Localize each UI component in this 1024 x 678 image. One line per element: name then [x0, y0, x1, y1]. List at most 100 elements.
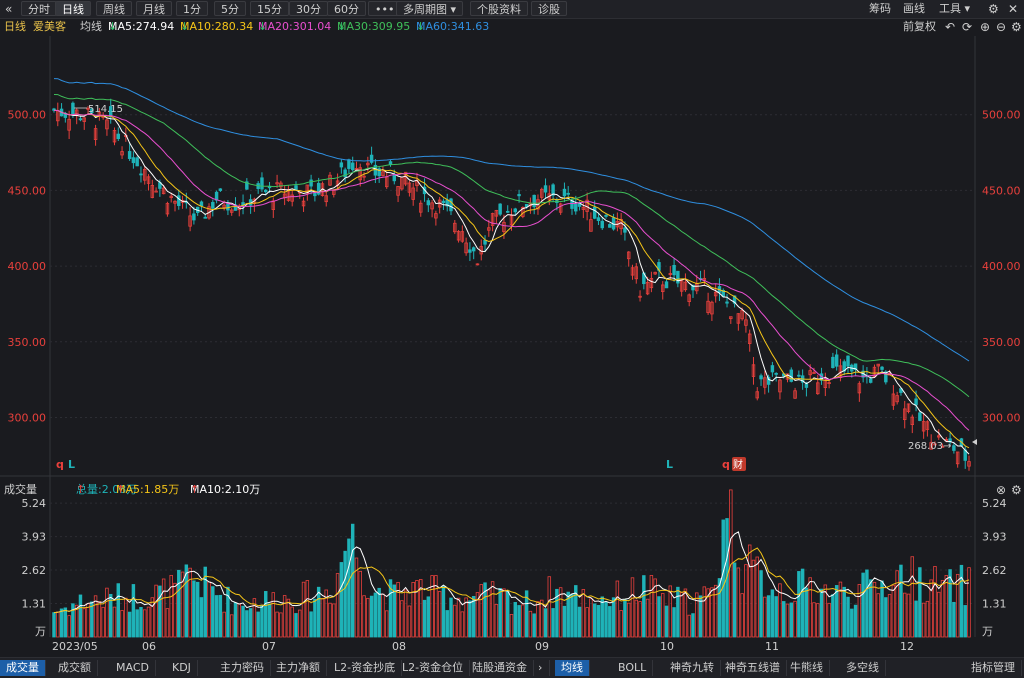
volume-bar	[736, 567, 741, 638]
indicator-tab-7[interactable]: L2-资金仓位	[396, 660, 471, 676]
zoom-out-icon[interactable]: ⊖	[996, 20, 1007, 34]
volume-bar	[369, 595, 374, 638]
candle-body	[910, 416, 915, 425]
volume-bar	[589, 598, 593, 638]
indicator-tab-13[interactable]: 牛熊线	[784, 660, 830, 676]
volume-bar	[437, 591, 442, 638]
draw-button[interactable]: 画线	[903, 2, 925, 15]
volume-bar	[475, 592, 480, 638]
undo-icon[interactable]: ↶	[945, 20, 956, 34]
chips-button[interactable]: 筹码	[869, 2, 891, 15]
candle-body	[260, 177, 264, 190]
tab-12[interactable]: 诊股	[531, 1, 567, 16]
tab-8[interactable]: 60分	[327, 1, 366, 16]
tab-11[interactable]: 个股资料	[470, 1, 528, 16]
volume-bar	[626, 602, 631, 638]
high-annotation: 514.15	[88, 104, 123, 115]
tab-5[interactable]: 5分	[214, 1, 246, 16]
candle-body	[755, 391, 759, 399]
volume-bar	[468, 600, 472, 638]
indicator-tab-10[interactable]: BOLL	[612, 660, 654, 676]
period-label: 日线	[4, 20, 26, 33]
indicator-tab-6[interactable]: L2-资金抄底	[328, 660, 403, 676]
close-pane-icon[interactable]: ⊗	[996, 483, 1007, 497]
volume-bar	[161, 578, 166, 638]
gear-icon[interactable]: ⚙	[988, 2, 999, 16]
volume-bar	[782, 601, 786, 638]
volume-bar	[521, 604, 525, 638]
back-icon[interactable]: «	[5, 2, 13, 16]
candle-body	[853, 363, 858, 370]
kline-chart[interactable]: 500.00 500.00 450.00 450.00 400.00 400.00 350.…	[0, 0, 1024, 657]
candle-body	[169, 195, 173, 199]
volume-bar	[214, 595, 219, 638]
candle-body	[279, 182, 283, 188]
candle-body	[135, 157, 139, 167]
tab-4[interactable]: 1分	[176, 1, 208, 16]
close-icon[interactable]: ✕	[1008, 2, 1019, 16]
volume-bar	[509, 614, 514, 638]
candle-body	[487, 227, 491, 231]
volume-bar	[785, 603, 790, 638]
tab-9[interactable]: •••	[368, 1, 402, 16]
indicator-tab-2[interactable]: MACD	[110, 660, 156, 676]
settings-icon[interactable]: ⚙	[1011, 483, 1022, 497]
candle-body	[710, 301, 714, 315]
candle-body	[679, 280, 684, 292]
candle-body	[672, 264, 676, 276]
volume-bar	[350, 523, 355, 638]
indicator-tab-8[interactable]: 陆股通资金	[466, 660, 534, 676]
date-tick: 11	[765, 640, 779, 653]
volume-bar	[245, 610, 249, 638]
candle-body	[475, 263, 480, 266]
volume-tick-right: 1.31	[982, 598, 1007, 611]
candle-body	[116, 133, 121, 139]
indicator-tab-9[interactable]: 均线	[555, 660, 590, 676]
volume-bar	[528, 610, 533, 638]
volume-unit-right: 万	[982, 625, 993, 638]
adjust-label[interactable]: 前复权	[903, 20, 936, 33]
volume-bar	[97, 601, 102, 638]
volume-bar	[343, 550, 347, 638]
candle-body	[218, 188, 223, 191]
volume-bar	[324, 589, 328, 638]
indicator-tab-4[interactable]: 主力密码	[214, 660, 271, 676]
tab-3[interactable]: 月线	[136, 1, 172, 16]
volume-ma10-text: MA10:2.10万	[190, 483, 261, 496]
candle-body	[468, 249, 472, 253]
event-marker-0: q	[56, 458, 64, 471]
tab-7[interactable]: 30分	[289, 1, 328, 16]
indicator-tab-15[interactable]: 指标管理	[965, 660, 1022, 676]
candle-body	[664, 281, 669, 289]
tabs-scroll-icon[interactable]: ›	[532, 660, 550, 676]
indicator-tab-0[interactable]: 成交量	[0, 660, 46, 676]
ma-label[interactable]: 均线	[80, 20, 102, 33]
indicator-tab-3[interactable]: KDJ	[166, 660, 198, 676]
tab-1[interactable]: 日线	[55, 1, 91, 16]
event-marker-3: q	[722, 458, 730, 471]
candle-body	[471, 247, 476, 252]
tab-6[interactable]: 15分	[250, 1, 289, 16]
candle-body	[884, 371, 888, 383]
volume-bar	[755, 556, 759, 638]
volume-bar	[937, 591, 941, 638]
candle-body	[505, 210, 510, 213]
settings-icon[interactable]: ⚙	[1011, 20, 1022, 34]
tab-10[interactable]: 多周期图 ▾	[396, 1, 464, 16]
volume-info-row: 成交量 总量:2.08万 ↑ MA5:1.85万 ↑ MA10:2.10万 ↑ ⊗ ⚙	[4, 483, 1022, 497]
volume-bar	[396, 581, 400, 638]
indicator-tab-11[interactable]: 神奇九转	[664, 660, 721, 676]
indicator-tab-14[interactable]: 多空线	[840, 660, 886, 676]
candle-body	[396, 185, 400, 196]
indicator-tab-5[interactable]: 主力净额	[270, 660, 327, 676]
candle-body	[955, 451, 960, 465]
candle-body	[430, 202, 434, 210]
tools-button[interactable]: 工具 ▾	[939, 1, 970, 16]
tab-2[interactable]: 周线	[96, 1, 132, 16]
volume-bar	[838, 581, 843, 638]
indicator-tab-1[interactable]: 成交额	[52, 660, 98, 676]
candle-body	[747, 333, 752, 344]
zoom-in-icon[interactable]: ⊕	[980, 20, 991, 34]
refresh-icon[interactable]: ⟳	[962, 20, 973, 34]
indicator-tab-12[interactable]: 神奇五线谱	[719, 660, 787, 676]
